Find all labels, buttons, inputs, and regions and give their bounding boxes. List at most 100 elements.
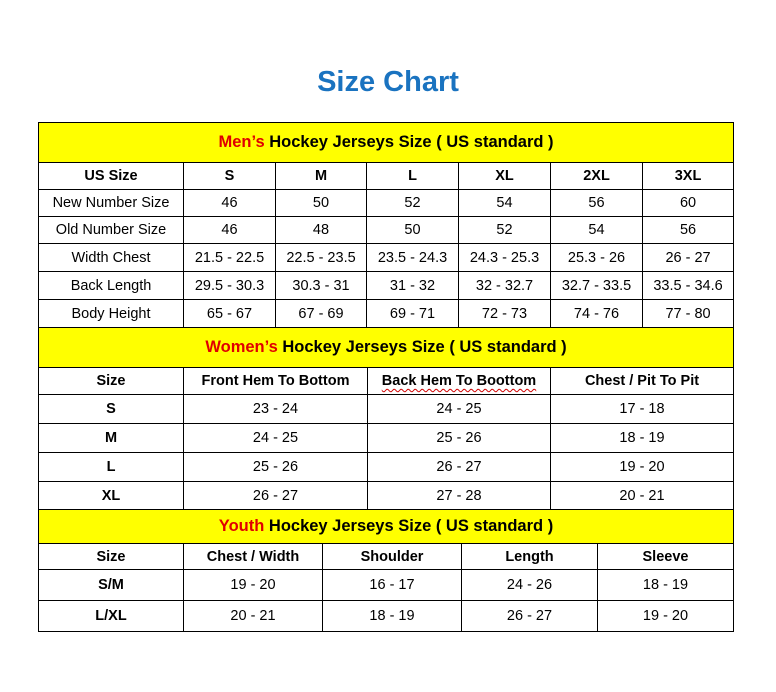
- table-row: New Number Size 46 50 52 54 56 60: [38, 189, 735, 217]
- table-cell: 50: [275, 189, 367, 217]
- table-cell: 27 - 28: [367, 481, 551, 510]
- table-cell: 54: [550, 216, 643, 244]
- table-cell: 20 - 21: [183, 600, 323, 632]
- table-cell: 32 - 32.7: [458, 271, 551, 300]
- table-cell: 30.3 - 31: [275, 271, 367, 300]
- column-header-label: Sleeve: [642, 548, 689, 565]
- row-label: Old Number Size: [38, 216, 184, 244]
- table-cell: 60: [641, 189, 735, 217]
- column-header: M: [275, 162, 367, 190]
- table-row: M 24 - 25 25 - 26 18 - 19: [38, 423, 735, 453]
- table-cell: 26 - 27: [461, 600, 598, 632]
- table-cell: 24 - 25: [183, 423, 368, 453]
- table-cell: 25 - 26: [183, 452, 368, 482]
- column-header-label: 2XL: [583, 168, 610, 184]
- table-cell: 46: [183, 189, 276, 217]
- page-title: Size Chart: [317, 66, 459, 98]
- table-cell: 72 - 73: [458, 299, 551, 328]
- table-cell: 23 - 24: [183, 394, 368, 424]
- column-header: Back Hem To Boottom: [367, 367, 551, 395]
- table-cell: 48: [275, 216, 367, 244]
- row-label: M: [38, 423, 184, 453]
- column-header-label: Front Hem To Bottom: [201, 373, 350, 389]
- column-header-label: Shoulder: [360, 548, 424, 565]
- column-header-label: 3XL: [674, 168, 702, 184]
- table-cell: 24 - 25: [367, 394, 551, 424]
- table-cell: 18 - 19: [549, 423, 735, 453]
- table-cell: 67 - 69: [275, 299, 367, 328]
- men-heading-row: Men’s Hockey Jerseys Size ( US standard …: [37, 122, 735, 163]
- table-cell: 19 - 20: [183, 569, 323, 601]
- row-label: L: [38, 452, 184, 482]
- womens-size-table: Women’s Hockey Jerseys Size ( US standar…: [37, 327, 735, 510]
- youth-heading: Youth Hockey Jerseys Size ( US standard …: [37, 509, 735, 544]
- table-cell: 25 - 26: [367, 423, 551, 453]
- table-cell: 22.5 - 23.5: [275, 243, 367, 272]
- table-row: S 23 - 24 24 - 25 17 - 18: [38, 394, 735, 424]
- table-cell: 23.5 - 24.3: [366, 243, 459, 272]
- column-header-label: Size: [96, 548, 126, 565]
- women-column-header-row: Size Front Hem To Bottom Back Hem To Boott…: [38, 367, 735, 395]
- table-cell: 19 - 20: [596, 600, 735, 632]
- table-cell: 52: [458, 216, 551, 244]
- column-header-label: Chest / Pit To Pit: [584, 373, 700, 389]
- women-heading-text: Hockey Jerseys Size ( US standard ): [277, 338, 567, 356]
- column-header: Length: [461, 543, 598, 570]
- table-cell: 16 - 17: [322, 569, 462, 601]
- youth-heading-row: Youth Hockey Jerseys Size ( US standard …: [37, 509, 735, 544]
- table-cell: 19 - 20: [549, 452, 735, 482]
- men-heading-text: Hockey Jerseys Size ( US standard ): [264, 133, 554, 151]
- men-heading: Men’s Hockey Jerseys Size ( US standard …: [37, 122, 735, 163]
- column-header: 2XL: [550, 162, 643, 190]
- table-row: L 25 - 26 26 - 27 19 - 20: [38, 452, 735, 482]
- table-cell: 54: [458, 189, 551, 217]
- table-row: Width Chest 21.5 - 22.5 22.5 - 23.5 23.5 - …: [38, 243, 735, 272]
- column-header: Sleeve: [596, 543, 735, 570]
- youth-column-header-row: Size Chest / Width Shoulder Length Sleeve: [38, 543, 735, 570]
- table-cell: 32.7 - 33.5: [550, 271, 643, 300]
- table-cell: 31 - 32: [366, 271, 459, 300]
- men-column-header-row: US Size S M L XL 2XL 3XL: [38, 162, 735, 190]
- table-cell: 29.5 - 30.3: [183, 271, 276, 300]
- column-header: L: [366, 162, 459, 190]
- table-row: L/XL 20 - 21 18 - 19 26 - 27 19 - 20: [38, 600, 735, 632]
- row-label: S/M: [38, 569, 184, 601]
- youth-heading-text: Hockey Jerseys Size ( US standard ): [264, 517, 554, 535]
- table-cell: 26 - 27: [183, 481, 368, 510]
- column-header-label: S: [224, 168, 235, 184]
- table-cell: 17 - 18: [549, 394, 735, 424]
- table-cell: 25.3 - 26: [550, 243, 643, 272]
- row-label: Width Chest: [38, 243, 184, 272]
- table-cell: 18 - 19: [322, 600, 462, 632]
- column-header: Size: [38, 543, 184, 570]
- table-row: S/M 19 - 20 16 - 17 24 - 26 18 - 19: [38, 569, 735, 601]
- column-header-label: M: [314, 168, 328, 184]
- women-heading-accent: Women’s: [205, 338, 278, 356]
- table-cell: 26 - 27: [367, 452, 551, 482]
- table-cell: 46: [183, 216, 276, 244]
- column-header-label: Size: [96, 373, 126, 389]
- table-cell: 52: [366, 189, 459, 217]
- youth-heading-accent: Youth: [218, 517, 265, 535]
- column-header-label: Chest / Width: [206, 548, 300, 565]
- column-header-label: L: [408, 168, 417, 184]
- table-cell: 56: [550, 189, 643, 217]
- table-cell: 24 - 26: [461, 569, 598, 601]
- table-cell: 74 - 76: [550, 299, 643, 328]
- column-header: Front Hem To Bottom: [183, 367, 368, 395]
- table-cell: 26 - 27: [641, 243, 735, 272]
- table-row: Back Length 29.5 - 30.3 30.3 - 31 31 - 32 32…: [38, 271, 735, 300]
- row-label: S: [38, 394, 184, 424]
- table-cell: 18 - 19: [596, 569, 735, 601]
- column-header: US Size: [38, 162, 184, 190]
- column-header: Shoulder: [322, 543, 462, 570]
- mens-size-table: Men’s Hockey Jerseys Size ( US standard …: [37, 122, 735, 328]
- table-cell: 33.5 - 34.6: [641, 271, 735, 300]
- column-header: XL: [458, 162, 551, 190]
- table-cell: 21.5 - 22.5: [183, 243, 276, 272]
- women-heading-row: Women’s Hockey Jerseys Size ( US standar…: [37, 327, 735, 368]
- table-cell: 24.3 - 25.3: [458, 243, 551, 272]
- row-label: New Number Size: [38, 189, 184, 217]
- column-header-label: Back Hem To Boottom: [381, 373, 537, 389]
- column-header: Chest / Pit To Pit: [549, 367, 735, 395]
